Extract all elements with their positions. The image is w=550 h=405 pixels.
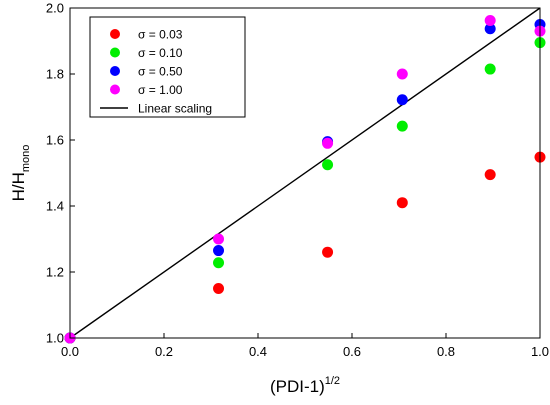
data-point xyxy=(484,15,496,27)
data-point xyxy=(484,63,496,75)
legend-label: σ = 0.10 xyxy=(138,46,183,60)
series-0 xyxy=(64,151,546,344)
y-axis-ticks: 1.0 1.2 1.4 1.6 1.8 2.0 xyxy=(46,1,75,346)
x-tick-label: 1.0 xyxy=(531,344,549,359)
x-tick-label: 0.6 xyxy=(343,344,361,359)
plot-frame xyxy=(69,7,541,339)
x-axis-title-sup: 1/2 xyxy=(325,375,340,387)
legend-marker xyxy=(110,84,120,95)
legend-marker xyxy=(110,29,120,39)
x-axis-title-base: (PDI-1) xyxy=(270,377,325,396)
legend-label: σ = 0.50 xyxy=(138,65,183,79)
legend-marker xyxy=(110,47,120,58)
y-axis-title: H/Hmono xyxy=(9,145,32,202)
data-point xyxy=(213,233,225,245)
linear-scaling-line xyxy=(69,7,541,339)
data-point xyxy=(322,246,334,258)
x-tick-label: 0.8 xyxy=(437,344,455,359)
data-point xyxy=(322,159,334,171)
x-tick-label: 0.4 xyxy=(249,344,267,359)
y-tick-label: 1.8 xyxy=(46,67,64,82)
data-point xyxy=(484,23,496,35)
y-tick-label: 1.2 xyxy=(46,265,64,280)
data-point xyxy=(213,245,225,257)
y-tick-label: 1.4 xyxy=(46,199,64,214)
legend: σ = 0.03 σ = 0.10 σ = 0.50 σ = 1.00 Linear s… xyxy=(89,16,246,118)
x-tick-label: 0.2 xyxy=(155,344,173,359)
data-point xyxy=(322,137,334,149)
legend-marker xyxy=(110,66,120,76)
y-tick-label: 2.0 xyxy=(46,1,64,16)
legend-label: σ = 0.03 xyxy=(138,28,183,42)
data-point xyxy=(213,283,225,294)
y-tick-label: 1.6 xyxy=(46,133,64,148)
data-point xyxy=(484,169,496,181)
legend-label: Linear scaling xyxy=(138,102,212,116)
data-point xyxy=(396,120,408,132)
x-axis-ticks: 0.0 0.2 0.4 0.6 0.8 1.0 xyxy=(61,333,549,359)
data-point xyxy=(396,68,408,80)
x-tick-label: 0.0 xyxy=(61,344,79,359)
data-point xyxy=(396,94,408,106)
y-axis-title-base: H/H xyxy=(9,172,28,201)
data-point xyxy=(213,257,225,269)
legend-label: σ = 1.00 xyxy=(138,83,183,97)
y-tick-label: 1.0 xyxy=(46,331,64,346)
y-axis-title-sub: mono xyxy=(20,145,32,173)
x-axis-title: (PDI-1)1/2 xyxy=(270,375,340,396)
data-point xyxy=(396,197,408,209)
